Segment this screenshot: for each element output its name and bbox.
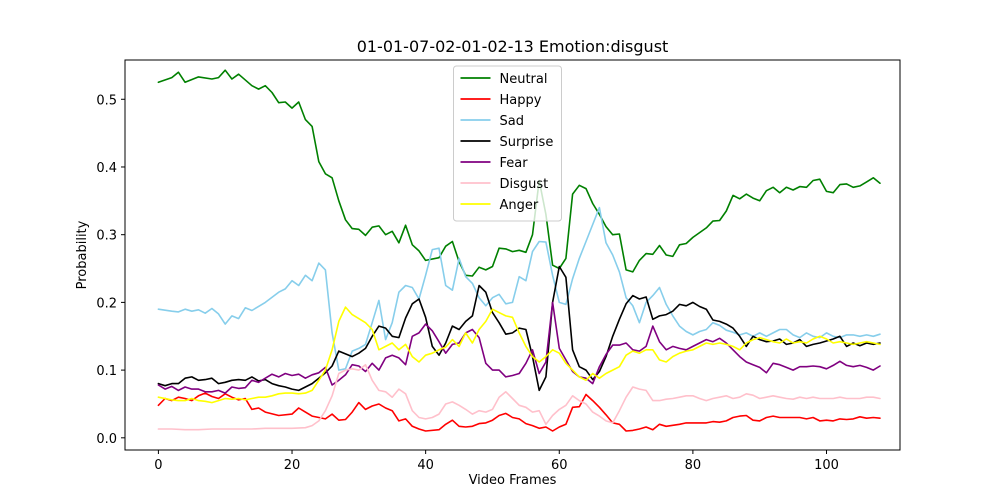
y-tick-label: 0.2 xyxy=(96,296,117,311)
x-tick-label: 0 xyxy=(154,458,162,473)
x-tick-label: 80 xyxy=(685,458,702,473)
y-tick-label: 0.1 xyxy=(96,364,117,379)
series-line-neutral xyxy=(157,69,881,277)
series-line-anger xyxy=(157,306,881,404)
legend-label-neutral: Neutral xyxy=(500,72,548,87)
x-tick-label: 20 xyxy=(284,458,301,473)
legend: Neutral Happy Sad Surprise Fear Disgust Anger xyxy=(453,65,562,222)
y-tick-label: 0.4 xyxy=(96,161,117,176)
y-tick-label: 0.3 xyxy=(96,229,117,244)
x-tick-label: 40 xyxy=(417,458,434,473)
legend-label-happy: Happy xyxy=(500,93,542,108)
axis-ticks: 0 20 40 60 80 100 0.0 0.1 0.2 0.3 0.4 0.5 xyxy=(96,93,839,473)
y-tick-label: 0.0 xyxy=(96,432,117,447)
legend-label-surprise: Surprise xyxy=(500,135,554,150)
legend-label-anger: Anger xyxy=(500,198,539,213)
series-line-fear xyxy=(157,301,881,394)
x-axis-label: Video Frames xyxy=(469,473,557,488)
legend-label-disgust: Disgust xyxy=(500,177,549,192)
chart-title: 01-01-07-02-01-02-13 Emotion:disgust xyxy=(357,37,669,56)
plot-area xyxy=(157,69,881,432)
legend-label-fear: Fear xyxy=(500,156,529,171)
y-axis-label: Probability xyxy=(75,220,90,289)
legend-label-sad: Sad xyxy=(500,114,524,129)
x-tick-label: 100 xyxy=(814,458,839,473)
x-tick-label: 60 xyxy=(551,458,568,473)
y-tick-label: 0.5 xyxy=(96,93,117,108)
series-line-disgust xyxy=(157,363,881,431)
series-line-sad xyxy=(157,206,881,371)
series-line-happy xyxy=(157,392,881,432)
series-line-surprise xyxy=(157,265,881,392)
axes-frame xyxy=(124,59,901,451)
